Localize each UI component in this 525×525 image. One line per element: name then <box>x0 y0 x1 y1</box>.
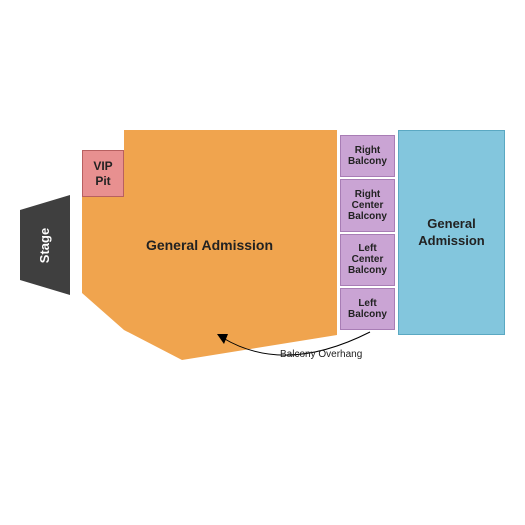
ga-balcony-section[interactable]: GeneralAdmission <box>398 130 505 335</box>
vip-pit-section[interactable]: VIPPit <box>82 150 124 197</box>
seating-map: Stage General Admission VIPPit RightBalc… <box>20 130 505 360</box>
balcony-section-3[interactable]: LeftBalcony <box>340 288 395 330</box>
vip-pit-label: VIPPit <box>93 159 112 188</box>
stage-section[interactable] <box>20 195 70 295</box>
balcony-section-2[interactable]: LeftCenterBalcony <box>340 234 395 287</box>
balcony-strip: RightBalconyRightCenterBalconyLeftCenter… <box>340 135 395 330</box>
ga-balcony-label: GeneralAdmission <box>418 216 484 250</box>
balcony-section-1[interactable]: RightCenterBalcony <box>340 179 395 232</box>
overhang-label: Balcony Overhang <box>280 349 362 360</box>
balcony-section-0[interactable]: RightBalcony <box>340 135 395 177</box>
balcony-overhang: Balcony Overhang <box>215 330 395 370</box>
